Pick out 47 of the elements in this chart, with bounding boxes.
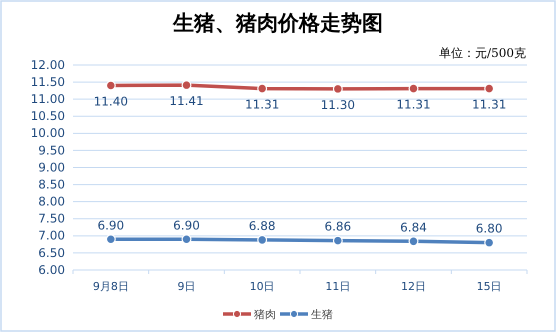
data-label: 11.40: [94, 94, 128, 108]
point: [408, 84, 418, 94]
x-tick-label: 12日: [401, 280, 426, 293]
point: [257, 84, 268, 94]
y-tick-label: 6.00: [38, 262, 65, 277]
data-label: 6.86: [324, 220, 352, 234]
chart-title: 生猪、猪肉价格走势图: [172, 10, 383, 35]
y-tick-label: 7.00: [38, 228, 65, 243]
x-tick-label: 11日: [325, 280, 350, 293]
point: [106, 80, 116, 90]
y-tick-label: 11.50: [30, 74, 65, 89]
x-tick-label: 9月8日: [92, 280, 129, 293]
point: [106, 234, 116, 244]
data-label: 11.31: [472, 98, 506, 112]
y-tick-label: 10.50: [30, 109, 65, 124]
chart-subtitle: 单位：元/500克: [439, 46, 526, 60]
data-label: 6.90: [173, 218, 200, 232]
point: [182, 80, 192, 90]
y-tick-label: 10.00: [30, 126, 65, 140]
y-tick-label: 11.00: [30, 92, 65, 106]
point: [332, 236, 343, 246]
data-label: 6.88: [248, 218, 276, 233]
legend-label: 生猪: [311, 308, 333, 321]
data-label: 6.80: [476, 222, 503, 236]
y-tick-label: 9.50: [38, 143, 65, 158]
y-tick-label: 12.00: [30, 58, 65, 72]
y-tick-label: 7.50: [38, 212, 65, 226]
point: [182, 234, 192, 244]
point: [257, 234, 268, 245]
data-label: 11.41: [169, 94, 204, 108]
point: [332, 84, 343, 94]
data-label: 11.31: [244, 98, 280, 112]
data-label: 11.31: [396, 98, 431, 112]
y-tick-label: 9.00: [38, 160, 65, 174]
x-tick-label: 15日: [476, 280, 502, 293]
data-label: 11.30: [320, 98, 356, 112]
y-tick-label: 6.50: [38, 246, 65, 260]
x-tick-label: 10日: [250, 280, 275, 293]
x-tick-label: 9日: [178, 280, 196, 293]
legend-label: 猪肉: [254, 308, 276, 321]
y-tick-label: 8.00: [38, 194, 65, 209]
point: [408, 236, 418, 246]
y-tick-label: 8.50: [38, 177, 65, 192]
point: [484, 238, 494, 248]
point: [484, 84, 494, 94]
data-label: 6.90: [97, 218, 124, 232]
data-label: 6.84: [400, 220, 427, 234]
